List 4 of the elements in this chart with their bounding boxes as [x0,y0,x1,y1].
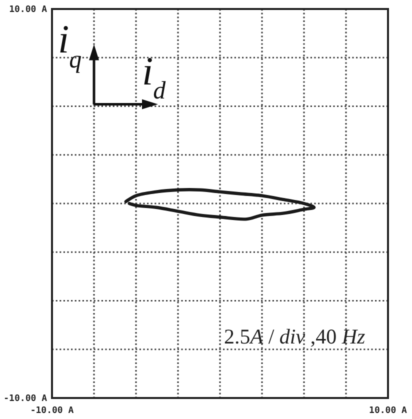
y-axis-title: i$_{q}$ [58,16,82,74]
annotation: 2.5A / div ,40 Hz [224,324,366,348]
line-series [124,188,316,221]
x-axis-title: i$_{d}$ [142,48,166,104]
